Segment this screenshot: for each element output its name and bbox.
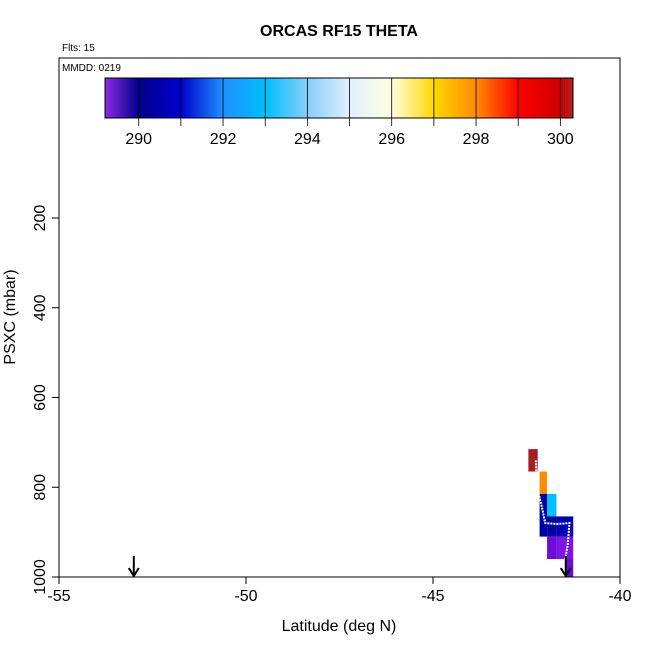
y-tick-label: 200 xyxy=(32,205,49,232)
colorbar-tick-label: 290 xyxy=(125,131,152,148)
colorbar-tick-label: 296 xyxy=(378,131,405,148)
x-tick-label: -55 xyxy=(47,588,70,605)
date-label: MMDD: 0219 xyxy=(62,63,121,74)
theta-cell xyxy=(547,536,557,560)
colorbar: 290 292 294 296 298 300 xyxy=(104,77,574,148)
x-axis: -55 -50 -45 -40 xyxy=(47,576,632,605)
theta-cell xyxy=(556,536,574,560)
endpoint-arrow-head xyxy=(127,567,140,578)
theta-cell xyxy=(547,493,557,517)
y-tick-label: 600 xyxy=(32,384,49,411)
y-tick-label: 1000 xyxy=(32,559,49,595)
x-tick-label: -45 xyxy=(421,588,444,605)
x-tick-label: -50 xyxy=(234,588,257,605)
flight-endpoint-arrows xyxy=(127,556,572,578)
chart-title: ORCAS RF15 THETA xyxy=(260,23,418,40)
y-axis: 200 400 600 800 1000 xyxy=(32,205,59,595)
colorbar-frame xyxy=(104,77,574,119)
y-tick-label: 400 xyxy=(32,294,49,321)
colorbar-tick-label: 298 xyxy=(463,131,490,148)
y-tick-label: 800 xyxy=(32,474,49,501)
theta-cell xyxy=(556,516,574,537)
colorbar-tick-label: 292 xyxy=(210,131,237,148)
plot-area: MMDD: 0219 290 292 294 296 298 300 xyxy=(58,57,621,578)
theta-cell xyxy=(528,449,538,472)
theta-cell xyxy=(547,516,557,537)
flights-label: Flts: 15 xyxy=(62,43,95,54)
theta-cell xyxy=(539,471,548,494)
x-axis-label: Latitude (deg N) xyxy=(282,618,397,635)
endpoint-arrow-head xyxy=(559,567,572,578)
colorbar-tick-label: 294 xyxy=(294,131,321,148)
colorbar-tick-label: 300 xyxy=(547,131,574,148)
theta-cell xyxy=(565,559,574,577)
y-axis-label: PSXC (mbar) xyxy=(2,269,19,364)
x-tick-label: -40 xyxy=(608,588,631,605)
colorbar-fill xyxy=(105,78,573,118)
